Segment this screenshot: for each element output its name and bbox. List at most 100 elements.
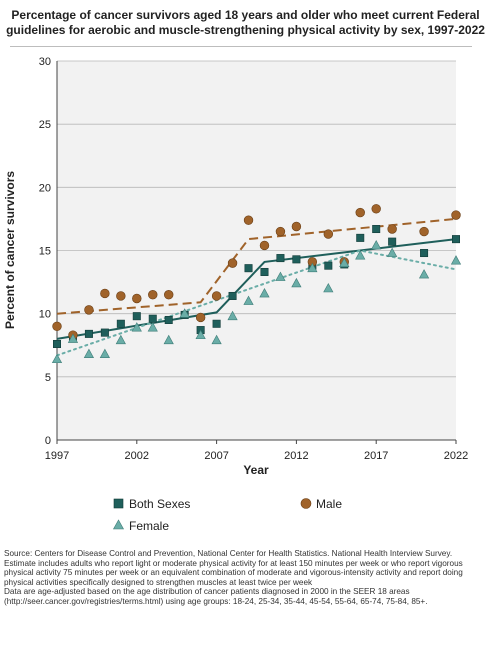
trend-line-male: [56, 217, 457, 315]
legend-label-male: Male: [316, 497, 342, 511]
point-both-sexes: [116, 319, 125, 328]
y-tick-label: 10: [39, 309, 51, 321]
point-male: [148, 290, 158, 300]
point-both-sexes: [292, 255, 301, 264]
point-female: [179, 308, 190, 318]
point-female: [163, 334, 174, 345]
point-both-sexes: [132, 312, 141, 321]
point-both-sexes: [212, 319, 221, 328]
footnote-source: Source: Centers for Disease Control and …: [4, 549, 453, 558]
point-both-sexes: [372, 225, 381, 234]
point-male: [52, 321, 62, 331]
point-male: [291, 221, 302, 232]
legend-swatch-female: [112, 519, 125, 530]
legend-swatch-both-sexes: [113, 498, 124, 509]
y-tick-label: 20: [39, 182, 51, 194]
x-axis-title: Year: [243, 463, 269, 477]
point-female: [355, 250, 366, 260]
point-male: [259, 240, 270, 251]
point-male: [164, 290, 174, 300]
y-tick-label: 30: [39, 56, 51, 68]
point-male: [116, 291, 126, 301]
point-female: [339, 257, 350, 268]
x-tick-label: 2007: [204, 450, 228, 462]
point-female: [275, 271, 286, 281]
point-female: [147, 322, 158, 332]
y-tick-label: 0: [45, 435, 51, 447]
point-female: [99, 348, 110, 358]
point-female: [323, 282, 334, 293]
legend-swatch-male: [300, 498, 312, 509]
point-male: [355, 207, 365, 218]
point-male: [387, 224, 397, 234]
point-both-sexes: [420, 249, 429, 258]
point-male: [451, 210, 461, 220]
x-tick-label: 2022: [444, 450, 468, 462]
point-both-sexes: [260, 267, 269, 276]
point-male: [84, 305, 94, 315]
legend-label-both-sexes: Both Sexes: [129, 497, 190, 511]
point-male: [419, 226, 429, 237]
point-male: [275, 226, 286, 237]
point-female: [307, 262, 318, 273]
legend-item-female: Female: [112, 519, 169, 533]
point-female: [418, 269, 430, 279]
point-both-sexes: [164, 315, 173, 324]
point-female: [211, 334, 222, 345]
point-female: [195, 329, 206, 340]
point-both-sexes: [356, 233, 365, 242]
point-male: [371, 204, 381, 214]
y-tick-label: 5: [45, 372, 51, 384]
point-both-sexes: [148, 314, 157, 323]
title-divider: [10, 46, 472, 47]
point-both-sexes: [228, 291, 237, 300]
footnote-estimate: Estimate includes adults who report ligh…: [4, 558, 463, 587]
y-axis-title: Percent of cancer survivors: [3, 171, 17, 329]
point-female: [371, 240, 382, 250]
y-axis-ticks: 0 5 10 15 20 25 30: [39, 56, 51, 447]
point-female: [291, 277, 302, 288]
point-female: [131, 322, 142, 332]
point-female: [259, 288, 270, 298]
gridlines: [56, 60, 456, 441]
x-tick-label: 2017: [364, 450, 388, 462]
point-both-sexes: [100, 328, 109, 337]
point-female: [51, 353, 63, 364]
footnote-age-adjusted: Data are age-adjusted based on the age d…: [4, 587, 428, 606]
point-both-sexes: [244, 264, 253, 273]
legend-label-female: Female: [129, 519, 169, 533]
point-both-sexes: [451, 235, 460, 244]
point-female: [243, 295, 254, 305]
point-both-sexes: [52, 339, 61, 348]
point-male: [195, 312, 206, 323]
legend-item-male: Male: [300, 497, 342, 511]
data-points: [51, 204, 462, 364]
point-both-sexes: [276, 254, 285, 263]
point-both-sexes: [388, 237, 397, 246]
legend: Both Sexes Male Female: [112, 497, 342, 533]
point-female: [450, 255, 462, 265]
point-female: [83, 348, 95, 358]
point-female: [227, 310, 238, 321]
point-male: [211, 291, 222, 301]
x-axis-ticks: 1997 2002 2007 2012 2017 2022: [45, 440, 468, 462]
point-male: [243, 215, 254, 225]
y-tick-label: 25: [39, 119, 51, 131]
point-male: [132, 293, 142, 304]
point-female: [115, 334, 126, 345]
y-tick-label: 15: [39, 246, 51, 258]
point-male: [323, 229, 334, 239]
point-both-sexes: [84, 329, 93, 338]
point-female: [67, 333, 79, 343]
footnotes: Source: Centers for Disease Control and …: [4, 549, 488, 607]
legend-item-both-sexes: Both Sexes: [113, 497, 190, 511]
point-both-sexes: [324, 261, 333, 270]
point-male: [227, 258, 238, 268]
point-female: [387, 247, 398, 257]
x-tick-label: 2002: [125, 450, 149, 462]
x-tick-label: 1997: [45, 450, 69, 462]
chart-title: Percentage of cancer survivors aged 18 y…: [6, 8, 485, 37]
chart: 0 5 10 15 20 25 30 1997 2002 2007 2012 2017 2022 Ye…: [3, 56, 468, 533]
point-male: [100, 288, 110, 299]
x-tick-label: 2012: [284, 450, 308, 462]
